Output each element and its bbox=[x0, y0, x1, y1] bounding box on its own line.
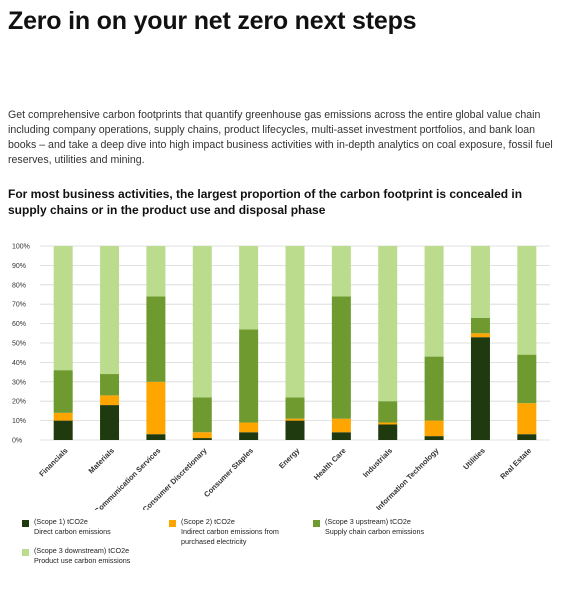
x-tick-label: Real Estate bbox=[498, 446, 533, 481]
bar-segment bbox=[146, 434, 166, 440]
stacked-bar-chart: 0% 10% 20% 30% 40% 50% 60% 70% 80% 90% 100% Financi… bbox=[12, 244, 550, 510]
bar-segment bbox=[378, 246, 398, 402]
bar-segment bbox=[331, 432, 351, 440]
legend-item-scope2: (Scope 2) tCO2e Indirect carbon emission… bbox=[169, 517, 306, 547]
x-tick-label: Energy bbox=[277, 445, 302, 470]
intro-paragraph: Get comprehensive carbon footprints that… bbox=[8, 109, 553, 166]
bar-segment bbox=[146, 296, 166, 382]
legend-name-scope1: (Scope 1) tCO2e bbox=[34, 517, 88, 526]
bar-segment bbox=[378, 422, 398, 425]
bar-segment bbox=[239, 432, 259, 440]
bar-segment bbox=[239, 246, 259, 330]
bar-segment bbox=[53, 412, 73, 421]
y-tick-label: 10% bbox=[12, 418, 26, 425]
legend-name-scope3-downstream: (Scope 3 downstream) tCO2e bbox=[34, 546, 130, 555]
bar-segment bbox=[100, 405, 120, 440]
x-tick-label: Utilities bbox=[461, 446, 487, 472]
bar-segment bbox=[517, 246, 537, 355]
bar-segment bbox=[100, 374, 120, 396]
bar-segment bbox=[470, 317, 490, 334]
bar-segment bbox=[239, 329, 259, 423]
legend-label-scope1: Direct carbon emissions bbox=[34, 527, 111, 536]
bar-segment bbox=[331, 246, 351, 297]
legend-label-scope2: Indirect carbon emissions from purchased… bbox=[181, 527, 279, 546]
bar-segment bbox=[470, 337, 490, 440]
chart-subtitle: For most business activities, the larges… bbox=[8, 187, 523, 217]
legend-label-scope3-downstream: Product use carbon emissions bbox=[34, 556, 131, 565]
y-tick-label: 90% bbox=[12, 263, 26, 270]
y-tick-label: 100% bbox=[12, 244, 30, 251]
bar-segment bbox=[146, 246, 166, 297]
x-tick-label: Financials bbox=[37, 446, 69, 478]
bar-segment bbox=[239, 422, 259, 433]
bar-segment bbox=[424, 246, 444, 357]
legend-item-scope1: (Scope 1) tCO2e Direct carbon emissions bbox=[22, 517, 111, 537]
legend-item-scope3-downstream: (Scope 3 downstream) tCO2e Product use c… bbox=[22, 546, 130, 566]
bar-segment bbox=[331, 296, 351, 419]
y-tick-label: 20% bbox=[12, 399, 26, 406]
bar-segment bbox=[378, 401, 398, 423]
y-tick-label: 40% bbox=[12, 360, 26, 367]
legend-swatch-scope3-downstream bbox=[22, 549, 29, 556]
bar-segment bbox=[100, 246, 120, 375]
bar-segment bbox=[53, 370, 73, 413]
x-tick-label: Consumer Staples bbox=[202, 446, 255, 499]
bar-segment bbox=[100, 395, 120, 406]
bar-segment bbox=[470, 333, 490, 338]
y-tick-label: 60% bbox=[12, 321, 26, 328]
legend-name-scope2: (Scope 2) tCO2e bbox=[181, 517, 235, 526]
bar-segment bbox=[192, 432, 212, 439]
bar-segment bbox=[470, 246, 490, 318]
bar-segment bbox=[285, 418, 305, 421]
x-tick-label: Health Care bbox=[312, 446, 348, 482]
bar-segment bbox=[192, 397, 212, 433]
bar-segment bbox=[424, 436, 444, 440]
bar-segment bbox=[285, 420, 305, 440]
legend-swatch-scope2 bbox=[169, 520, 176, 527]
legend-name-scope3-upstream: (Scope 3 upstream) tCO2e bbox=[325, 517, 411, 526]
bar-segment bbox=[517, 434, 537, 440]
legend-swatch-scope1 bbox=[22, 520, 29, 527]
y-tick-label: 70% bbox=[12, 302, 26, 309]
bar-segment bbox=[424, 356, 444, 421]
bar-segment bbox=[424, 420, 444, 437]
bar-segment bbox=[192, 246, 212, 398]
x-tick-label: Industrials bbox=[361, 446, 394, 479]
y-tick-label: 30% bbox=[12, 379, 26, 386]
page-title: Zero in on your net zero next steps bbox=[8, 7, 417, 35]
x-tick-label: Materials bbox=[87, 446, 116, 475]
y-tick-label: 80% bbox=[12, 282, 26, 289]
bar-segment bbox=[192, 438, 212, 440]
bar-segment bbox=[53, 246, 73, 371]
legend-label-scope3-upstream: Supply chain carbon emissions bbox=[325, 527, 425, 536]
bar-segment bbox=[53, 420, 73, 440]
bar-segment bbox=[331, 418, 351, 433]
legend-swatch-scope3-upstream bbox=[313, 520, 320, 527]
bar-segment bbox=[285, 397, 305, 419]
legend-item-scope3-upstream: (Scope 3 upstream) tCO2e Supply chain ca… bbox=[313, 517, 424, 537]
y-tick-label: 50% bbox=[12, 341, 26, 348]
y-tick-label: 0% bbox=[12, 438, 22, 445]
bar-segment bbox=[517, 403, 537, 435]
bar-segment bbox=[146, 381, 166, 435]
bar-segment bbox=[285, 246, 305, 398]
bar-segment bbox=[378, 424, 398, 440]
bar-segment bbox=[517, 354, 537, 404]
